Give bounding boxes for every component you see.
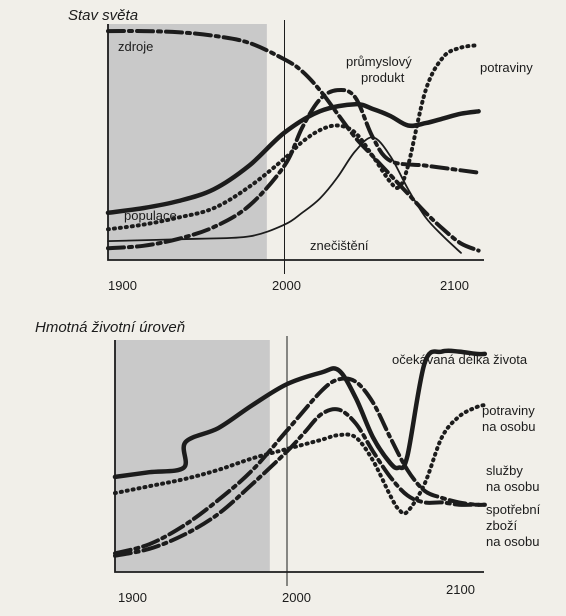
label-na-osobu-potraviny: na osobu (482, 419, 536, 434)
series-line-zdroje (106, 29, 481, 253)
axes (114, 340, 484, 573)
axes (107, 24, 484, 261)
series-line-spotřební-zboží-na-osobu (113, 407, 487, 558)
chart-stav-sveta: Stav světa 1900 2000 2100 zdroje průmysl… (68, 7, 533, 293)
label-zdroje: zdroje (118, 39, 153, 54)
x-tick-2000: 2000 (272, 278, 301, 293)
label-sluzby: služby (486, 463, 523, 478)
x-tick-1900: 1900 (108, 278, 137, 293)
x-tick-1900: 1900 (118, 590, 147, 605)
x-tick-2100: 2100 (446, 582, 475, 597)
label-zbozi: zboží (486, 518, 517, 533)
series-line-služby-na-osobu (113, 376, 487, 556)
series-line-potraviny (106, 43, 481, 232)
series-group (105, 29, 481, 254)
label-spotrebni: spotřební (486, 502, 541, 517)
x-tick-2000: 2000 (282, 590, 311, 605)
label-populace: populace (124, 208, 177, 223)
chart-title-hmotna-zivotni-uroven: Hmotná životní úroveň (35, 319, 185, 336)
shaded-historical-region (115, 340, 270, 572)
series-line-průmyslový-produkt (106, 87, 481, 251)
x-tick-2100: 2100 (440, 278, 469, 293)
series-line-potraviny-na-osobu (113, 403, 487, 516)
series-line-populace (105, 101, 481, 216)
chart-hmotna-zivotni-uroven: Hmotná životní úroveň 1900 2000 2100 oče… (35, 319, 541, 605)
series-line-očekávaná-délka-života (112, 348, 488, 480)
label-znecisteni: znečištění (310, 238, 369, 253)
label-produkt: produkt (361, 70, 405, 85)
label-prumyslovy: průmyslový (346, 54, 412, 69)
label-potraviny: potraviny (482, 403, 535, 418)
series-line-znečištění (107, 136, 462, 254)
label-ocekavana-delka-zivota: očekávaná délka života (392, 352, 528, 367)
series-group (112, 348, 488, 558)
chart-title-stav-sveta: Stav světa (68, 7, 138, 24)
label-na-osobu-spotrebni: na osobu (486, 534, 540, 549)
shaded-historical-region (108, 24, 267, 260)
label-na-osobu-sluzby: na osobu (486, 479, 540, 494)
label-potraviny: potraviny (480, 60, 533, 75)
